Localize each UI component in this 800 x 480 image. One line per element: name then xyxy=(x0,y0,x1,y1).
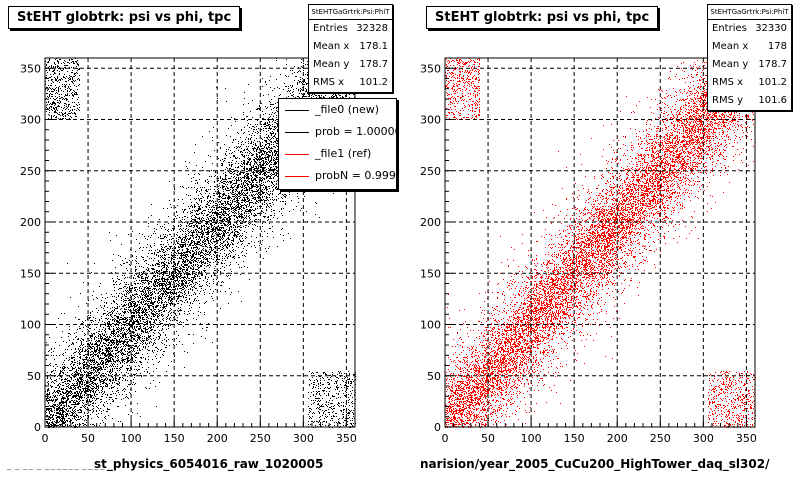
left-stats-row: Mean y 178.7 xyxy=(313,59,388,70)
y-tick-label: 200 xyxy=(420,216,441,229)
x-tick-label: 0 xyxy=(442,432,449,445)
x-tick-label: 50 xyxy=(481,432,495,445)
x-tick-label: 150 xyxy=(164,432,185,445)
footnote-text: ~ ~ ~~ ~ ~~~~~~ ~~~~ xyxy=(6,466,106,474)
y-tick-label: 50 xyxy=(427,370,441,383)
y-tick-label: 250 xyxy=(420,165,441,178)
x-tick-label: 100 xyxy=(521,432,542,445)
left-stats-box: StEHTGaGrtrk:Psi:PhiT Entries 32328 Mean … xyxy=(308,4,393,93)
comparison-legend: _file0 (new) prob = 1.000000 _file1 (ref… xyxy=(278,98,397,190)
y-tick-label: 300 xyxy=(20,114,41,127)
x-tick-label: 0 xyxy=(42,432,49,445)
scatter-points-1 xyxy=(445,58,756,428)
left-plot-title: StEHT globtrk: psi vs phi, tpc xyxy=(8,6,241,29)
right-plot-title: StEHT globtrk: psi vs phi, tpc xyxy=(426,6,659,29)
x-tick-label: 200 xyxy=(607,432,628,445)
x-tick-label: 250 xyxy=(250,432,271,445)
axes-0: 0 50 100 150 200 250 300 350 0 50 100 150 200 250 300 3… xyxy=(20,57,357,445)
legend-entry-prob: prob = 1.000000 xyxy=(279,121,396,143)
right-stats-row: RMS x 101.2 xyxy=(712,77,787,88)
y-tick-label: 200 xyxy=(20,216,41,229)
scatter-marks xyxy=(45,58,356,428)
x-tick-label: 350 xyxy=(736,432,757,445)
x-tick-label: 150 xyxy=(564,432,585,445)
left-scatter-plot: 0 50 100 150 200 250 300 350 0 50 100 150 200 250 300 3… xyxy=(20,57,357,445)
y-tick-label: 350 xyxy=(20,62,41,75)
grid-lines-0 xyxy=(45,58,355,427)
y-tick-label: 150 xyxy=(20,267,41,280)
scatter-points-0 xyxy=(45,58,356,428)
grid-lines-1 xyxy=(445,58,755,427)
right-x-axis-filename: narision/year_2005_CuCu200_HighTower_daq… xyxy=(420,457,770,471)
left-canvas-pad: 0 50 100 150 200 250 300 350 0 50 100 150 200 250 300 3… xyxy=(0,0,400,480)
legend-swatch xyxy=(285,110,309,111)
y-tick-label: 0 xyxy=(34,421,41,434)
x-tick-label: 300 xyxy=(693,432,714,445)
y-tick-label: 100 xyxy=(20,319,41,332)
right-stats-box: StEHTGaGrtrk:Psi:PhiT Entries 32330 Mean … xyxy=(707,4,792,111)
left-x-axis-filename: st_physics_6054016_raw_1020005 xyxy=(94,457,324,471)
y-tick-label: 150 xyxy=(420,267,441,280)
legend-entry-file1: _file1 (ref) xyxy=(279,143,396,165)
left-stats-row: Entries 32328 xyxy=(313,23,388,34)
x-tick-label: 250 xyxy=(650,432,671,445)
right-scatter-plot: 0 50 100 150 200 250 300 350 0 50 100 150 200 250 300 3… xyxy=(420,57,757,445)
left-stats-row: Mean x 178.1 xyxy=(313,41,388,52)
legend-swatch xyxy=(285,176,309,177)
y-tick-label: 0 xyxy=(434,421,441,434)
scatter-marks xyxy=(445,58,756,428)
legend-swatch xyxy=(285,154,309,155)
x-tick-label: 350 xyxy=(336,432,357,445)
x-tick-label: 50 xyxy=(81,432,95,445)
y-tick-label: 250 xyxy=(20,165,41,178)
right-stats-row: Entries 32330 xyxy=(712,23,787,34)
right-stats-row: RMS y 101.6 xyxy=(712,95,787,106)
left-stats-row: RMS x 101.2 xyxy=(313,77,388,88)
x-tick-label: 100 xyxy=(121,432,142,445)
legend-swatch xyxy=(285,132,309,133)
y-tick-label: 50 xyxy=(27,370,41,383)
y-tick-label: 350 xyxy=(420,62,441,75)
right-stats-row: Mean y 178.7 xyxy=(712,59,787,70)
legend-entry-probn: probN = 0.99998 xyxy=(279,165,396,187)
axes-1: 0 50 100 150 200 250 300 350 0 50 100 150 200 250 300 3… xyxy=(420,57,757,445)
right-stats-row: Mean x 178 xyxy=(712,41,787,52)
x-tick-label: 200 xyxy=(207,432,228,445)
left-stats-header: StEHTGaGrtrk:Psi:PhiT xyxy=(309,5,392,20)
legend-entry-file0: _file0 (new) xyxy=(279,99,396,121)
y-tick-label: 300 xyxy=(420,114,441,127)
y-tick-label: 100 xyxy=(420,319,441,332)
x-tick-label: 300 xyxy=(293,432,314,445)
right-canvas-pad: 0 50 100 150 200 250 300 350 0 50 100 150 200 250 300 3… xyxy=(400,0,800,480)
right-stats-header: StEHTGaGrtrk:Psi:PhiT xyxy=(708,5,791,20)
